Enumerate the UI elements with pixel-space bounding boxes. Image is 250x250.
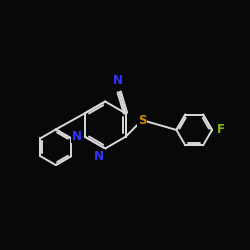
- Text: N: N: [113, 74, 123, 88]
- Text: F: F: [217, 124, 225, 136]
- Text: N: N: [94, 150, 104, 163]
- Text: S: S: [138, 114, 146, 127]
- Text: N: N: [72, 130, 82, 143]
